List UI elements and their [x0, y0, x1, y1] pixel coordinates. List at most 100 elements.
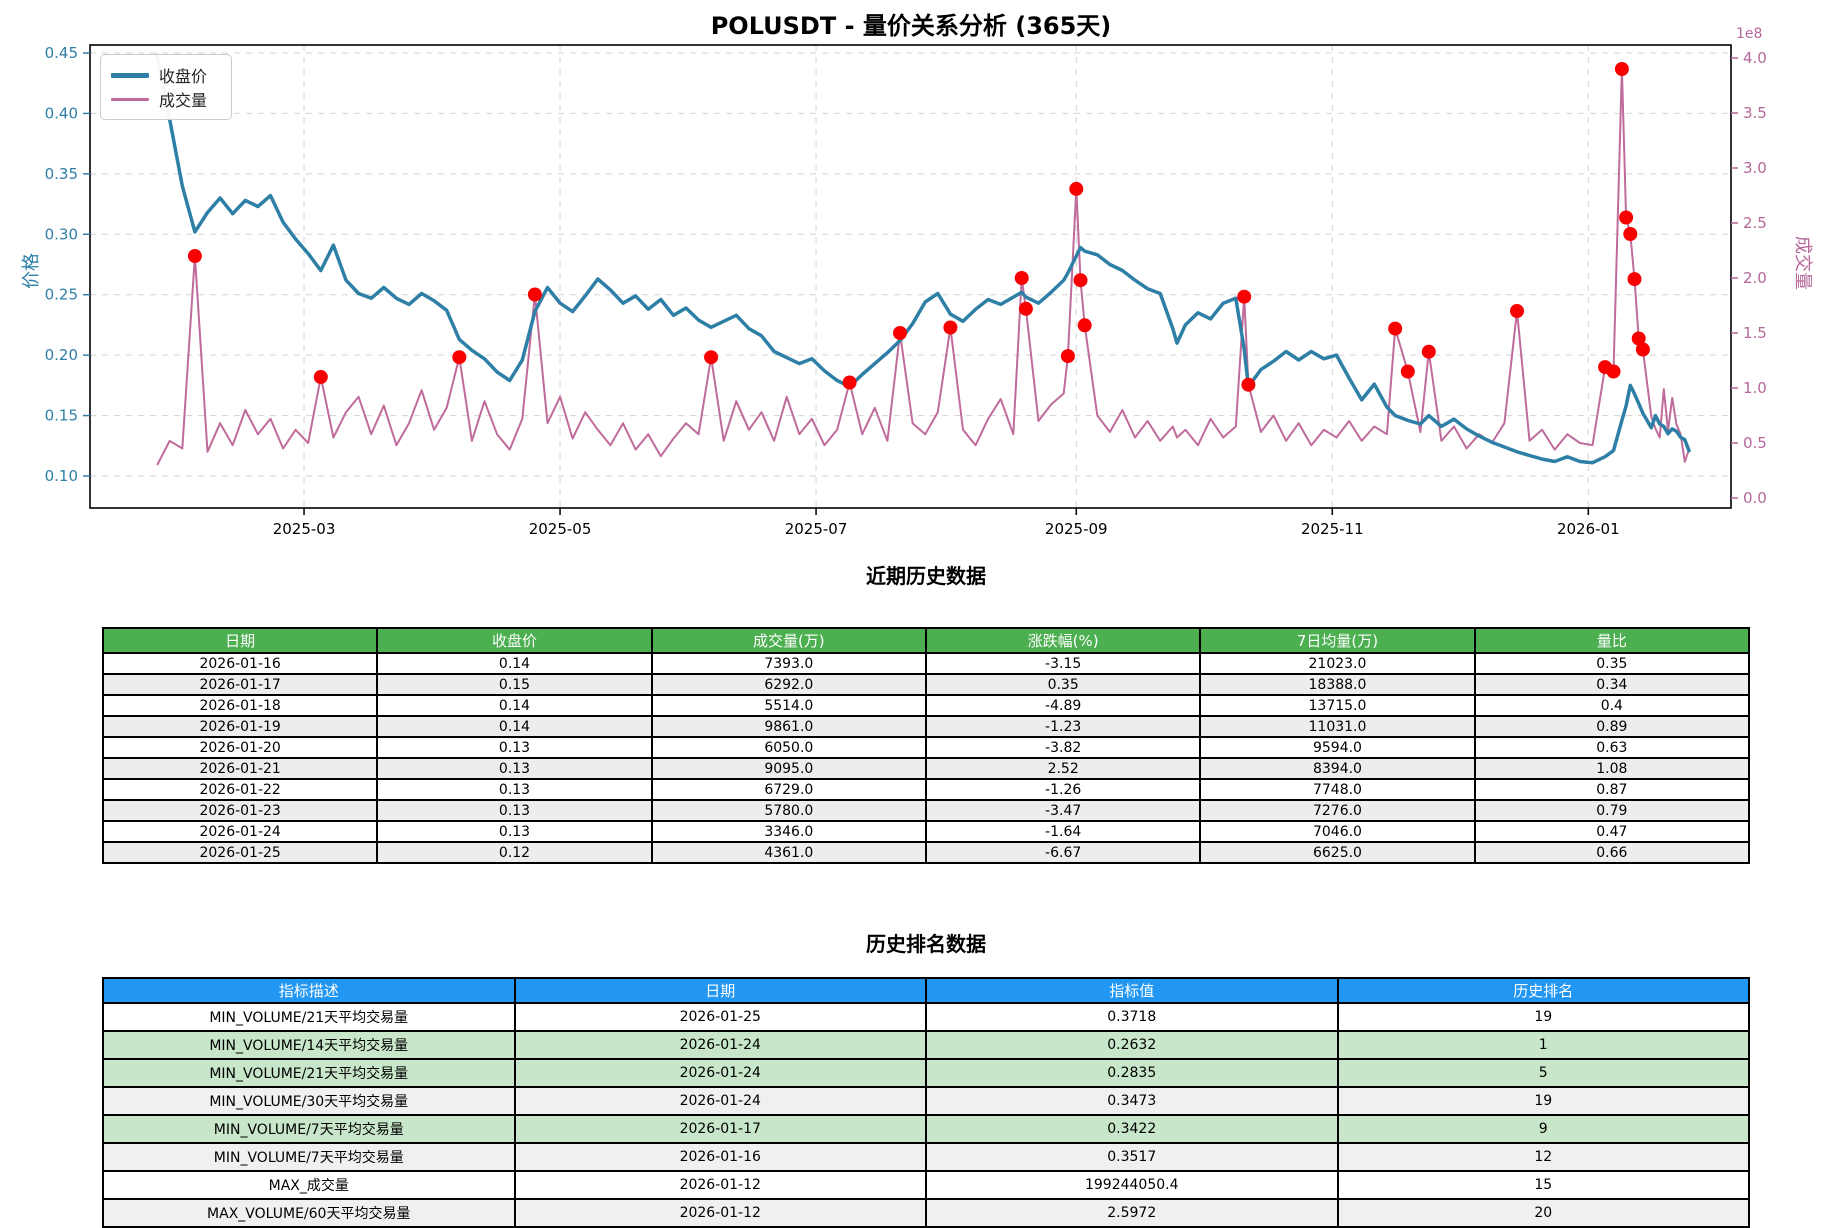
- table-row: MIN_VOLUME/21天平均交易量 2026-01-24 0.2835 5: [102, 1058, 1750, 1088]
- left-tick-label: 0.10: [45, 467, 78, 485]
- signal-dot: [943, 320, 958, 335]
- table-cell: 13715.0: [1199, 694, 1476, 717]
- left-tick-label: 0.30: [45, 225, 78, 243]
- table-cell: -1.26: [924, 778, 1202, 801]
- right-tick-label: 1.5: [1743, 324, 1767, 342]
- column-header: 指标值: [925, 977, 1339, 1004]
- signal-dot: [1237, 289, 1252, 304]
- table-cell: 6729.0: [650, 778, 927, 801]
- x-tick-label: 2025-05: [529, 520, 592, 538]
- table-cell: -1.23: [924, 715, 1202, 738]
- table-row: 2026-01-20 0.13 6050.0 -3.82 9594.0 0.63: [101, 736, 1751, 759]
- column-header: 指标描述: [102, 977, 516, 1004]
- chart-title: POLUSDT - 量价关系分析 (365天): [710, 12, 1112, 40]
- table-row: 2026-01-17 0.15 6292.0 0.35 18388.0 0.34: [101, 673, 1751, 696]
- column-header: 历史排名: [1336, 977, 1750, 1004]
- price-line: [155, 53, 1691, 465]
- signal-dot: [1627, 272, 1642, 287]
- table-cell: 2026-01-24: [101, 820, 379, 843]
- table-cell: 12: [1336, 1142, 1750, 1172]
- table-cell: 5514.0: [650, 694, 927, 717]
- table-cell: 2026-01-19: [101, 715, 379, 738]
- column-header: 收盘价: [376, 627, 653, 654]
- signal-dot: [1014, 271, 1029, 285]
- table-cell: 0.89: [1473, 715, 1751, 738]
- signal-dot: [1077, 318, 1092, 333]
- table-cell: 4361.0: [650, 841, 927, 864]
- rank-data-heading: 历史排名数据: [866, 932, 986, 956]
- chart-legend: 收盘价 成交量: [100, 54, 232, 120]
- table-cell: 0.79: [1473, 799, 1751, 822]
- x-tick-label: 2026-01: [1557, 520, 1620, 538]
- table-cell: 0.2632: [925, 1030, 1339, 1060]
- table-cell: 2026-01-17: [101, 673, 379, 696]
- column-header: 涨跌幅(%): [924, 627, 1202, 654]
- table-cell: 6292.0: [650, 673, 927, 696]
- table-row: 2026-01-19 0.14 9861.0 -1.23 11031.0 0.89: [101, 715, 1751, 738]
- signal-dot: [187, 249, 202, 263]
- table-cell: MIN_VOLUME/7天平均交易量: [102, 1142, 516, 1172]
- right-tick-label: 1.0: [1743, 379, 1767, 397]
- table-cell: 5780.0: [650, 799, 927, 822]
- table-cell: 2026-01-24: [513, 1058, 927, 1088]
- right-tick-label: 2.0: [1743, 269, 1767, 287]
- table-cell: 19: [1336, 1086, 1750, 1116]
- table-cell: -1.64: [924, 820, 1202, 843]
- table-cell: 2026-01-17: [513, 1114, 927, 1144]
- table-cell: 0.13: [376, 736, 653, 759]
- table-cell: 2026-01-24: [513, 1030, 927, 1060]
- left-tick-label: 0.45: [45, 44, 78, 62]
- signal-dot: [1623, 227, 1638, 241]
- table-cell: MIN_VOLUME/7天平均交易量: [102, 1114, 516, 1144]
- table-cell: 2026-01-16: [513, 1142, 927, 1172]
- price-volume-chart: 0.10 0.15 0.20 0.25 0.30 0.35 0.40 0.45 0.0 0.5 1.…: [45, 44, 1767, 538]
- table-row: 2026-01-18 0.14 5514.0 -4.89 13715.0 0.4: [101, 694, 1751, 717]
- table-cell: 2026-01-21: [101, 757, 379, 780]
- table-cell: 7276.0: [1199, 799, 1476, 822]
- table-cell: 0.3473: [925, 1086, 1339, 1116]
- right-tick-label: 4.0: [1743, 49, 1767, 67]
- signal-dot: [1619, 210, 1634, 225]
- signal-dot: [1060, 349, 1075, 364]
- table-row: 2026-01-22 0.13 6729.0 -1.26 7748.0 0.87: [101, 778, 1751, 801]
- table-cell: 0.63: [1473, 736, 1751, 759]
- table-cell: 0.66: [1473, 841, 1751, 864]
- table-cell: 7393.0: [650, 652, 927, 675]
- legend-item-price: 收盘价: [111, 63, 221, 87]
- table-cell: 0.2835: [925, 1058, 1339, 1088]
- table-cell: MAX_成交量: [102, 1170, 516, 1200]
- table-cell: 11031.0: [1199, 715, 1476, 738]
- column-header: 日期: [513, 977, 927, 1004]
- table-cell: 2026-01-23: [101, 799, 379, 822]
- table-cell: 0.14: [376, 715, 653, 738]
- column-header: 成交量(万): [650, 627, 927, 654]
- table-row: MIN_VOLUME/30天平均交易量 2026-01-24 0.3473 19: [102, 1086, 1750, 1116]
- table-cell: MIN_VOLUME/21天平均交易量: [102, 1002, 516, 1032]
- table-cell: 6625.0: [1199, 841, 1476, 864]
- table-row: 2026-01-24 0.13 3346.0 -1.64 7046.0 0.47: [101, 820, 1751, 843]
- signal-dot: [1614, 62, 1629, 76]
- legend-label-volume: 成交量: [159, 91, 208, 110]
- signal-dot: [1069, 181, 1084, 196]
- table-cell: 0.13: [376, 757, 653, 780]
- right-tick-label: 2.5: [1743, 214, 1767, 232]
- table-cell: 0.47: [1473, 820, 1751, 843]
- table-cell: 2026-01-25: [513, 1002, 927, 1032]
- table-cell: 15: [1336, 1170, 1750, 1200]
- table-cell: 3346.0: [650, 820, 927, 843]
- table-cell: 21023.0: [1199, 652, 1476, 675]
- rank-data-table-wrap: 指标描述 日期 指标值 历史排名 MIN_VOLUME/21天平均交易量 2026-01…: [102, 977, 1750, 1228]
- table-cell: 5: [1336, 1058, 1750, 1088]
- table-cell: 2026-01-24: [513, 1086, 927, 1116]
- table-cell: 2026-01-12: [513, 1198, 927, 1228]
- table-cell: 19: [1336, 1002, 1750, 1032]
- table-cell: 0.3422: [925, 1114, 1339, 1144]
- table-cell: 0.13: [376, 799, 653, 822]
- signal-dot: [1631, 331, 1646, 346]
- x-tick-label: 2025-11: [1301, 520, 1364, 538]
- table-row: MIN_VOLUME/7天平均交易量 2026-01-16 0.3517 12: [102, 1142, 1750, 1172]
- signal-dot: [1241, 377, 1256, 392]
- recent-data-table: 日期 收盘价 成交量(万) 涨跌幅(%) 7日均量(万) 量比 2026-01-16 0.1…: [101, 627, 1751, 864]
- table-cell: 0.3517: [925, 1142, 1339, 1172]
- signal-dot: [842, 375, 857, 390]
